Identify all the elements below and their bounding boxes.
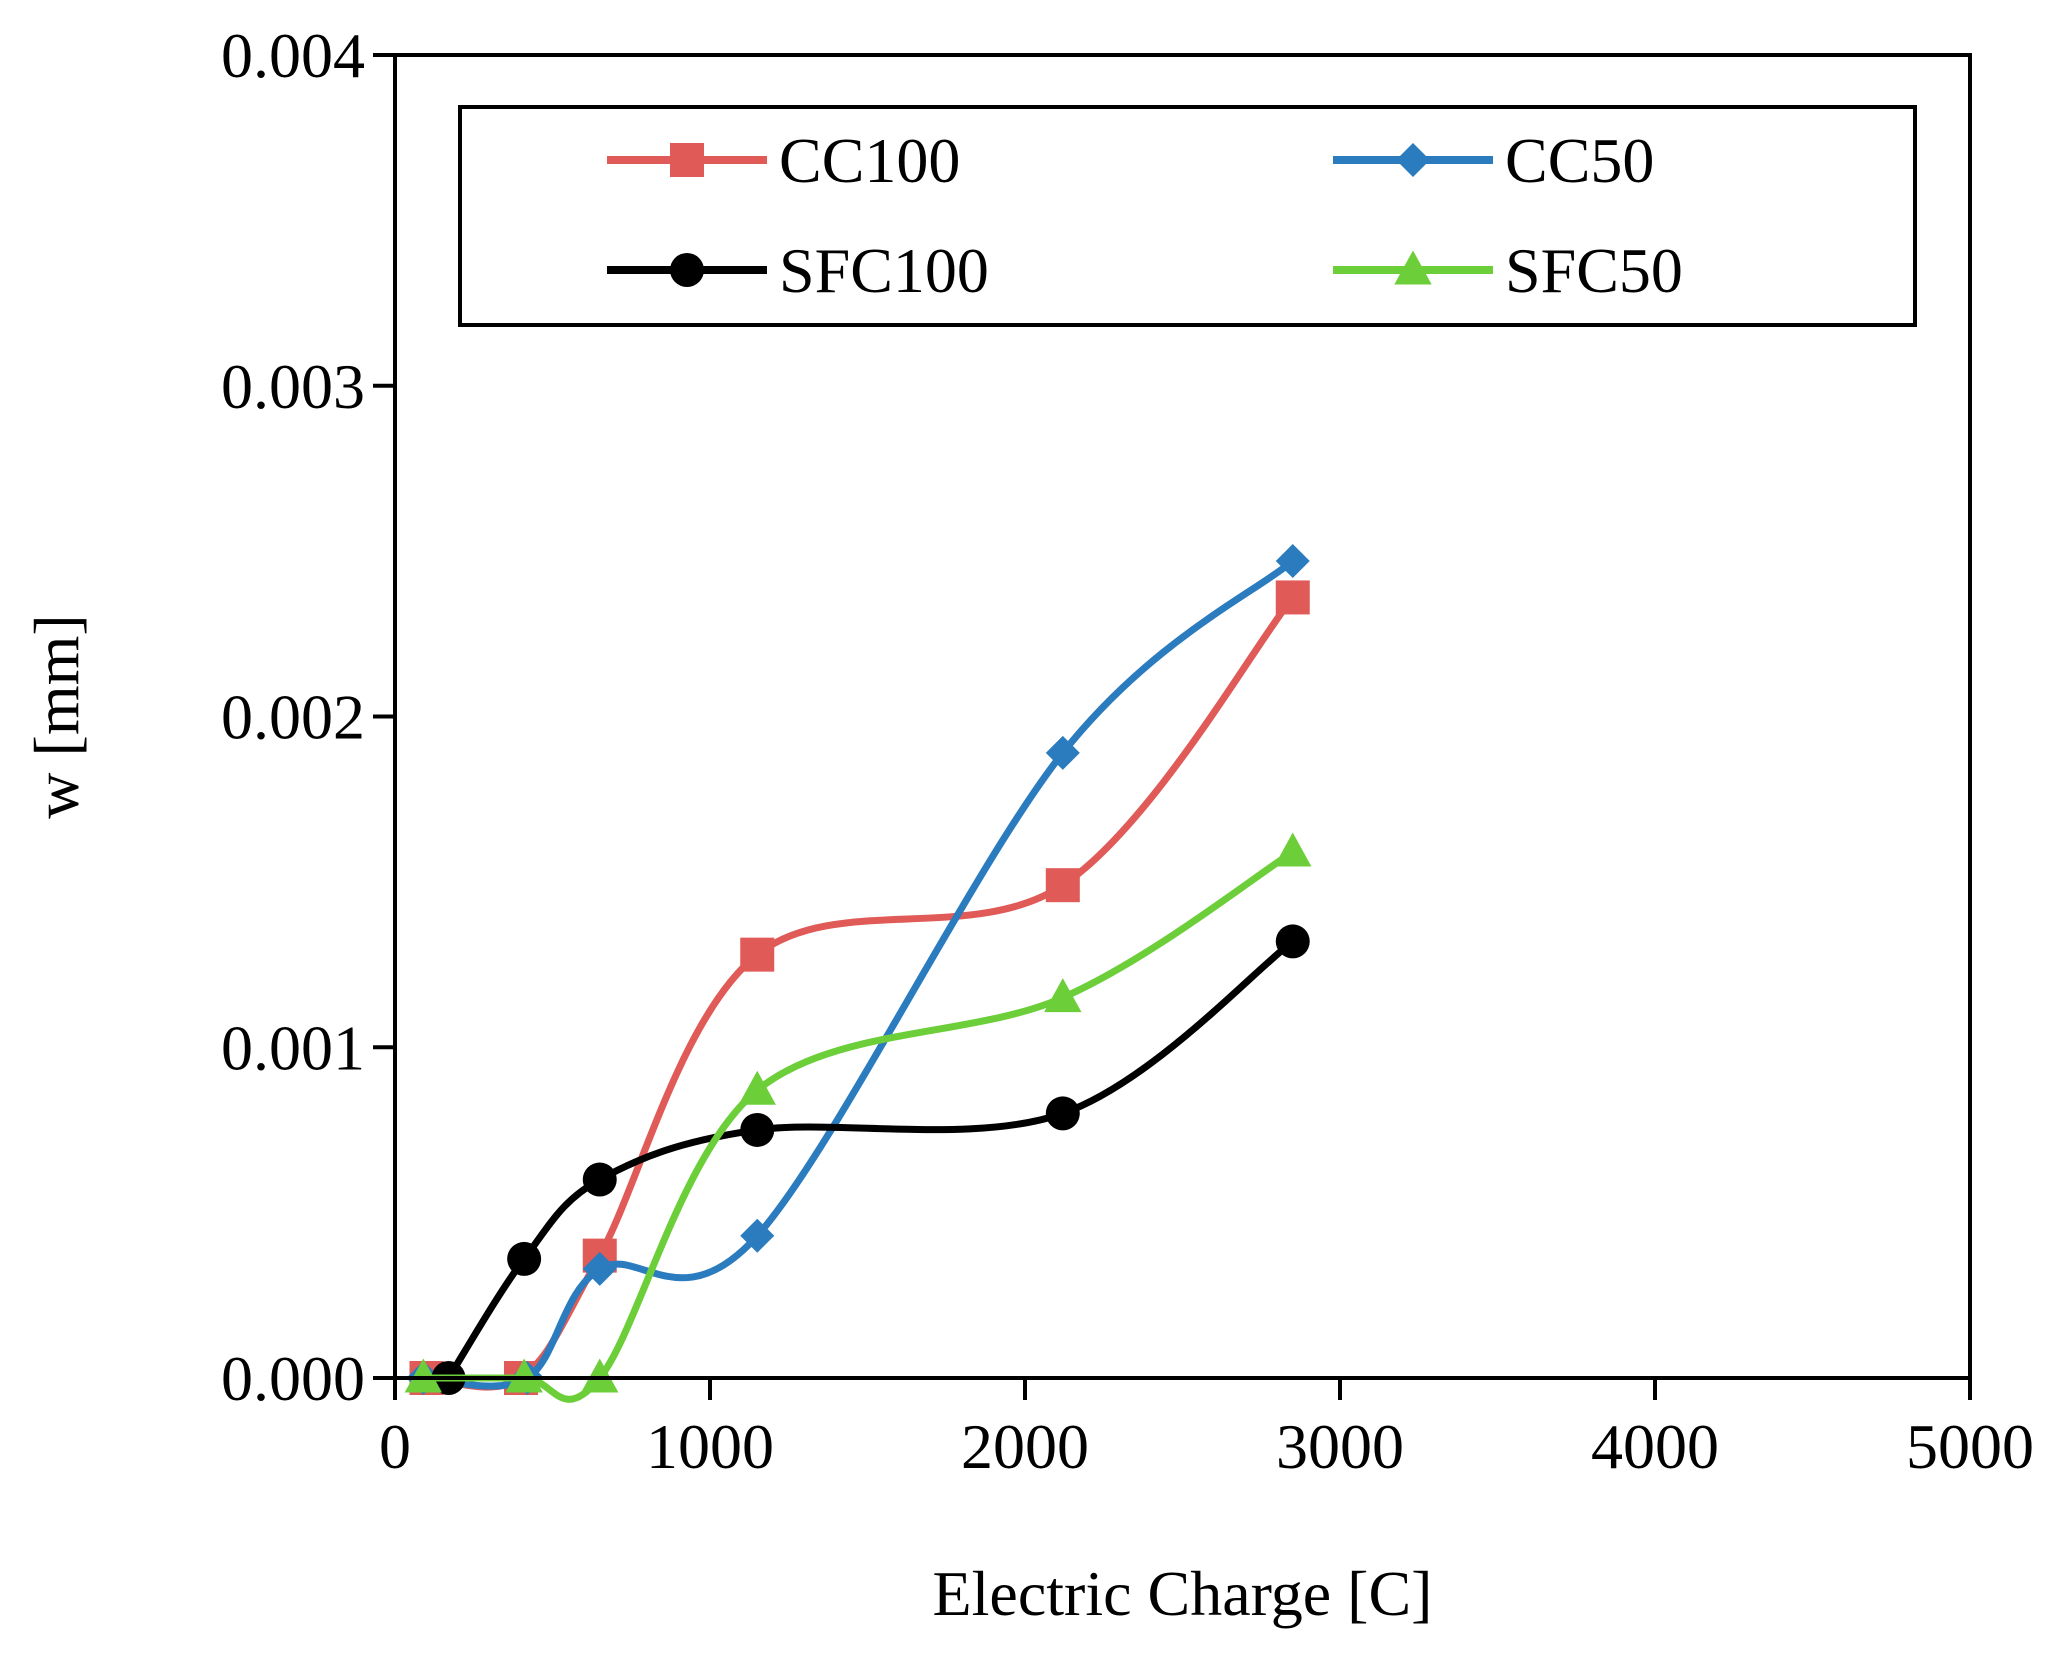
legend-label: SFC50 xyxy=(1505,235,1683,306)
x-tick-label: 4000 xyxy=(1591,1411,1719,1482)
legend-label: SFC100 xyxy=(779,235,989,306)
data-point xyxy=(740,1112,775,1147)
y-tick-label: 0.003 xyxy=(221,351,365,422)
data-point xyxy=(582,1162,617,1197)
plot-lines xyxy=(404,544,1312,1403)
data-point xyxy=(1045,868,1080,903)
x-tick-label: 0 xyxy=(379,1411,411,1482)
x-tick-label: 2000 xyxy=(961,1411,1089,1482)
data-point xyxy=(1275,924,1310,959)
data-point xyxy=(740,937,775,972)
legend-marker xyxy=(1394,250,1432,285)
data-point xyxy=(1274,832,1312,867)
legend-item-cc50: CC50 xyxy=(1333,125,1654,196)
data-point xyxy=(1044,978,1082,1013)
data-point xyxy=(582,1251,617,1286)
legend: CC100 CC50 SFC100 SFC50 xyxy=(458,105,1917,327)
data-point xyxy=(1275,544,1310,579)
data-point xyxy=(505,1358,543,1393)
x-axis-title: Electric Charge [C] xyxy=(933,1558,1433,1629)
data-point xyxy=(507,1241,542,1276)
legend-label: CC100 xyxy=(779,125,960,196)
data-point xyxy=(740,1218,775,1253)
data-point xyxy=(1275,580,1310,615)
data-point xyxy=(1045,1096,1080,1131)
y-tick-label: 0.000 xyxy=(221,1343,365,1414)
y-axis: 0.000 0.001 0.002 0.003 0.004 xyxy=(221,20,395,1414)
y-axis-title: w [mm] xyxy=(21,614,92,818)
x-tick-label: 5000 xyxy=(1906,1411,2034,1482)
data-point xyxy=(404,1358,443,1393)
y-tick-label: 0.004 xyxy=(221,20,365,91)
data-point xyxy=(1045,735,1080,770)
data-point xyxy=(738,1070,776,1105)
y-tick-label: 0.002 xyxy=(221,682,365,753)
legend-marker xyxy=(670,253,704,287)
x-axis: 0 1000 2000 3000 4000 5000 xyxy=(379,1378,2034,1482)
data-point xyxy=(581,1358,619,1393)
legend-marker xyxy=(670,143,704,177)
legend-item-sfc50: SFC50 xyxy=(1333,235,1683,306)
x-tick-label: 3000 xyxy=(1276,1411,1404,1482)
legend-label: CC50 xyxy=(1505,125,1654,196)
series-sfc100 xyxy=(431,924,1310,1395)
legend-box xyxy=(458,105,1917,327)
legend-item-sfc100: SFC100 xyxy=(607,235,989,306)
y-tick-label: 0.001 xyxy=(221,1012,365,1083)
x-tick-label: 1000 xyxy=(646,1411,774,1482)
legend-marker xyxy=(1396,143,1430,177)
legend-item-cc100: CC100 xyxy=(607,125,960,196)
